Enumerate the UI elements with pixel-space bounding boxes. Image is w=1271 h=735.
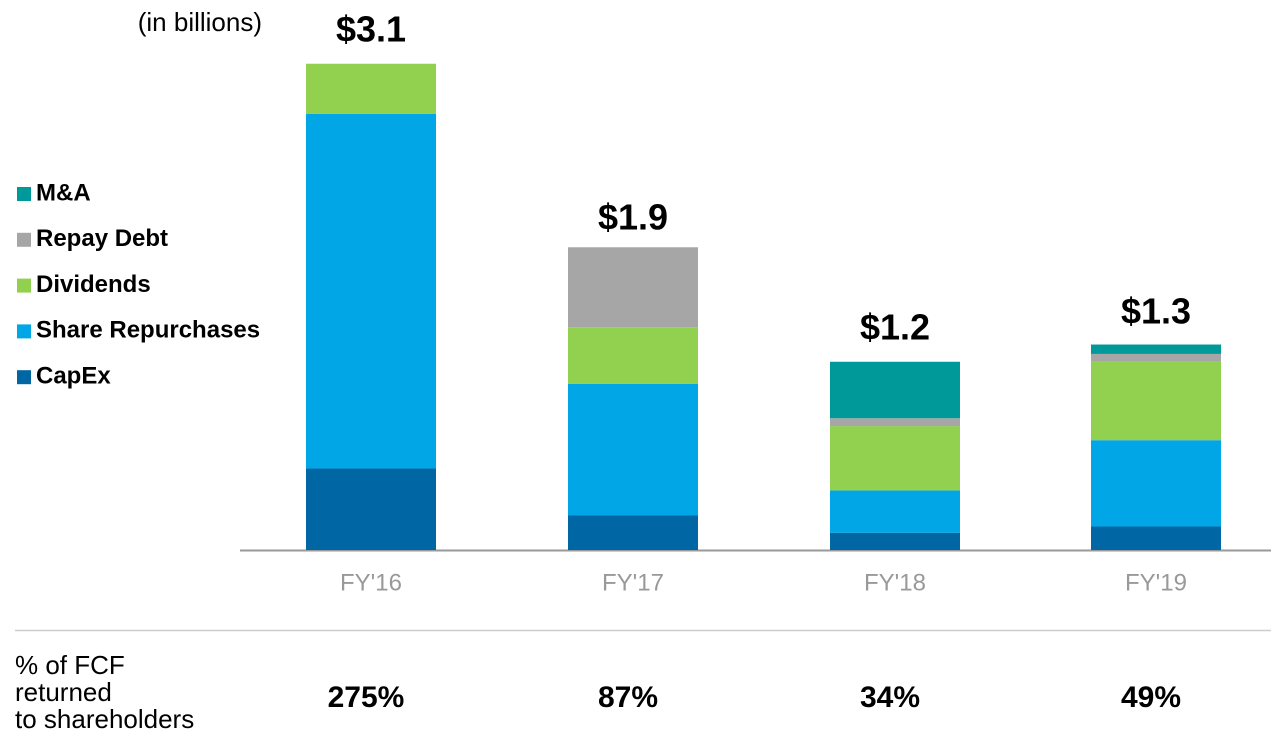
bar-segment: [568, 247, 698, 328]
x-tick-label: FY'17: [602, 569, 664, 596]
fcf-label: to shareholders: [15, 704, 194, 734]
legend-swatch: [17, 187, 31, 201]
bar-segment: [1091, 353, 1221, 362]
bar-segment: [1091, 344, 1221, 354]
total-label: $1.3: [1121, 291, 1191, 332]
x-tick-label: FY'18: [864, 569, 926, 596]
legend-swatch: [17, 278, 31, 293]
legend-swatch: [17, 324, 31, 339]
total-label: $3.1: [336, 8, 406, 49]
bar-segment: [830, 361, 960, 419]
legend-label: CapEx: [36, 363, 111, 390]
bar-segment: [306, 113, 436, 469]
legend-swatch: [17, 232, 31, 247]
bar-segment: [1091, 361, 1221, 441]
bar-segment: [568, 515, 698, 550]
bar-segment: [568, 327, 698, 384]
bar-segment: [1091, 526, 1221, 550]
bar-segment: [568, 383, 698, 516]
bar-segment: [830, 490, 960, 533]
bar-segment: [1091, 440, 1221, 527]
fcf-value: 34%: [860, 681, 920, 714]
fcf-label: % of FCF: [15, 650, 125, 680]
total-label: $1.9: [598, 196, 668, 237]
fcf-value: 49%: [1121, 681, 1181, 714]
x-tick-label: FY'19: [1125, 569, 1187, 596]
x-tick-label: FY'16: [340, 569, 402, 596]
bar-segment: [830, 532, 960, 550]
legend-label: M&A: [36, 179, 91, 206]
fcf-value: 275%: [328, 681, 405, 714]
fcf-value: 87%: [598, 681, 658, 714]
bar-segment: [306, 63, 436, 114]
legend-label: Dividends: [36, 271, 151, 298]
bar-segment: [306, 468, 436, 550]
bar-segment: [830, 426, 960, 491]
subtitle: (in billions): [138, 7, 262, 37]
bar-segment: [830, 418, 960, 427]
fcf-label: returned: [15, 677, 112, 707]
legend-swatch: [17, 370, 31, 385]
legend-label: Repay Debt: [36, 225, 168, 252]
legend-label: Share Repurchases: [36, 317, 260, 344]
total-label: $1.2: [860, 306, 930, 347]
